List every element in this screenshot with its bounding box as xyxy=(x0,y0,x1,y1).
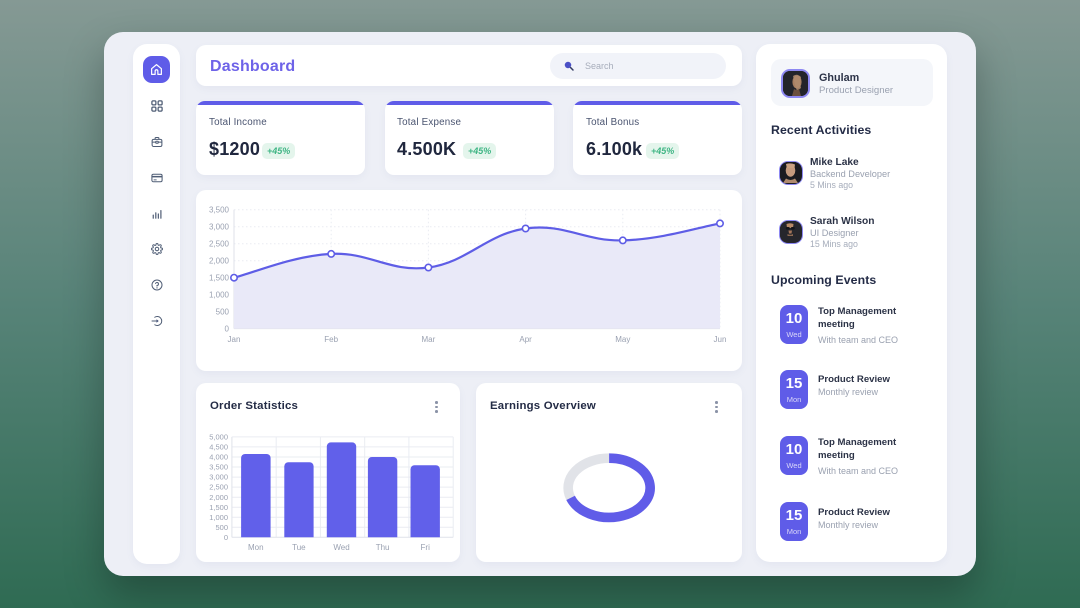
svg-text:Thu: Thu xyxy=(376,543,390,552)
svg-text:Jan: Jan xyxy=(228,335,241,344)
svg-text:0: 0 xyxy=(224,533,228,542)
svg-text:Jun: Jun xyxy=(714,335,727,344)
svg-text:1,500: 1,500 xyxy=(209,503,228,512)
svg-text:Apr: Apr xyxy=(519,335,532,344)
svg-text:2,500: 2,500 xyxy=(209,239,230,248)
svg-text:2,000: 2,000 xyxy=(209,493,228,502)
svg-text:500: 500 xyxy=(216,307,230,316)
svg-text:4,500: 4,500 xyxy=(209,443,228,452)
svg-text:3,000: 3,000 xyxy=(209,473,228,482)
svg-text:Tue: Tue xyxy=(292,543,306,552)
svg-text:1,000: 1,000 xyxy=(209,290,230,299)
svg-text:May: May xyxy=(615,335,630,344)
svg-text:5,000: 5,000 xyxy=(209,433,228,442)
svg-text:Fri: Fri xyxy=(421,543,431,552)
svg-text:Mon: Mon xyxy=(248,543,264,552)
svg-text:2,000: 2,000 xyxy=(209,256,230,265)
svg-text:Feb: Feb xyxy=(324,335,338,344)
svg-text:500: 500 xyxy=(215,523,228,532)
svg-text:4,000: 4,000 xyxy=(209,453,228,462)
svg-text:Wed: Wed xyxy=(333,543,349,552)
svg-text:Mar: Mar xyxy=(422,335,436,344)
svg-text:1,500: 1,500 xyxy=(209,273,230,282)
svg-text:0: 0 xyxy=(225,324,230,333)
svg-text:3,500: 3,500 xyxy=(209,206,230,215)
svg-text:3,500: 3,500 xyxy=(209,463,228,472)
svg-text:1,000: 1,000 xyxy=(209,513,228,522)
svg-text:3,000: 3,000 xyxy=(209,223,230,232)
svg-text:2,500: 2,500 xyxy=(209,483,228,492)
